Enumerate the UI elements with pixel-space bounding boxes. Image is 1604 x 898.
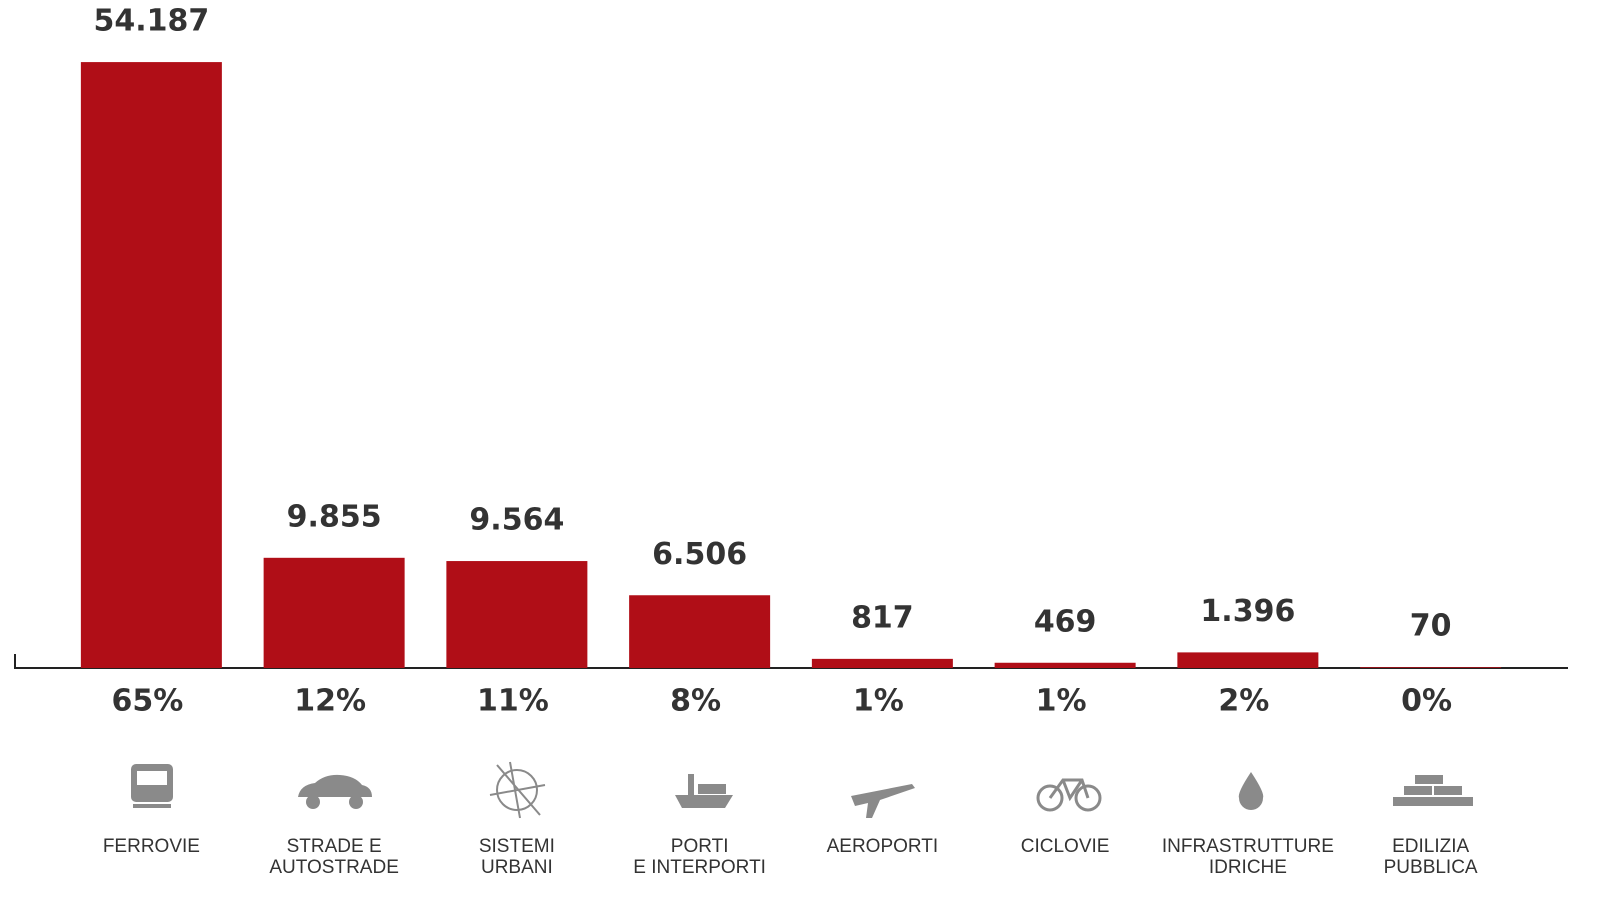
value-label: 1.396 <box>1200 594 1295 629</box>
value-label: 6.506 <box>652 537 747 572</box>
drop-icon <box>1238 772 1264 810</box>
value-label: 54.187 <box>93 4 209 39</box>
bar <box>80 62 222 668</box>
share-label: 1% <box>1036 684 1087 719</box>
category-label: STRADE E AUTOSTRADE <box>269 836 399 878</box>
value-label: 9.564 <box>469 503 564 538</box>
share-label: 8% <box>670 684 721 719</box>
train-icon <box>131 764 173 808</box>
share-label: 2% <box>1218 684 1269 719</box>
bricks-icon <box>1393 775 1473 806</box>
category-label: PORTI E INTERPORTI <box>633 836 766 878</box>
category-label: AEROPORTI <box>826 836 939 857</box>
share-label: 65% <box>111 684 183 719</box>
category-label: SISTEMI URBANI <box>478 836 555 878</box>
share-label: 0% <box>1401 684 1452 719</box>
bar <box>994 662 1136 668</box>
icons <box>131 761 1473 819</box>
bar <box>1360 667 1502 668</box>
category-label: CICLOVIE <box>1020 836 1110 857</box>
bar <box>446 561 588 668</box>
value-label: 70 <box>1410 609 1452 644</box>
bar <box>1177 652 1319 668</box>
bike-icon <box>1036 778 1102 812</box>
share-label: 12% <box>294 684 366 719</box>
category-label: INFRASTRUTTURE IDRICHE <box>1161 836 1334 878</box>
bar <box>629 595 771 668</box>
bar <box>263 557 405 668</box>
share-label: 11% <box>477 684 549 719</box>
bar <box>811 658 953 668</box>
value-label: 9.855 <box>287 499 382 534</box>
value-label: 469 <box>1034 604 1097 639</box>
category-label: FERROVIE <box>102 836 200 857</box>
share-label: 1% <box>853 684 904 719</box>
car-icon <box>298 774 372 809</box>
ship-icon <box>675 774 733 808</box>
plane-icon <box>851 784 915 818</box>
map-icon <box>489 761 546 819</box>
value-label: 817 <box>851 600 914 635</box>
category-label: EDILIZIA PUBBLICA <box>1383 836 1478 878</box>
